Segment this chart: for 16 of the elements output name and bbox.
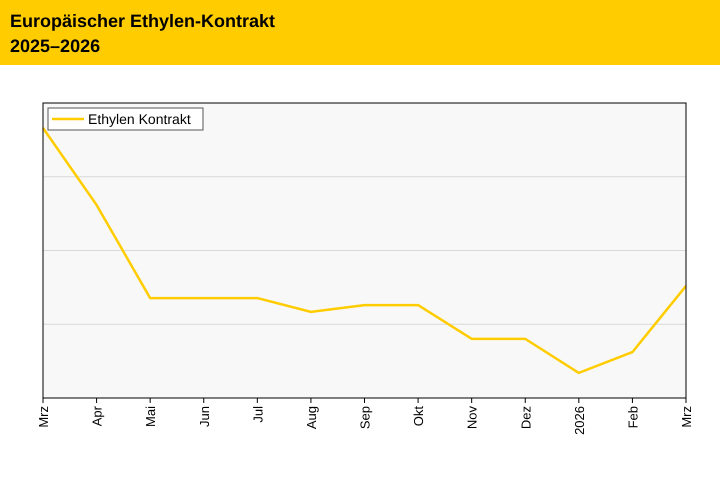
x-tick-label: Okt (411, 406, 426, 426)
legend-label: Ethylen Kontrakt (88, 111, 191, 127)
x-tick-label: Apr (90, 405, 105, 426)
x-tick-label: Jul (250, 406, 266, 423)
x-tick-label: Mrz (679, 406, 694, 428)
x-tick-label: Mrz (36, 406, 51, 428)
x-tick-label: Jun (196, 406, 212, 427)
x-tick-label: Feb (625, 406, 640, 428)
x-tick-label: 2026 (572, 406, 587, 435)
x-tick-label: Nov (464, 406, 480, 430)
x-tick-label: Sep (358, 406, 372, 430)
x-tick-label: Aug (304, 406, 319, 430)
x-tick-label: Dez (518, 406, 534, 430)
chart-subtitle: 2025–2026 (10, 36, 100, 56)
x-tick-label: Mai (143, 406, 158, 427)
chart-title: Europäischer Ethylen-Kontrakt (10, 11, 276, 31)
